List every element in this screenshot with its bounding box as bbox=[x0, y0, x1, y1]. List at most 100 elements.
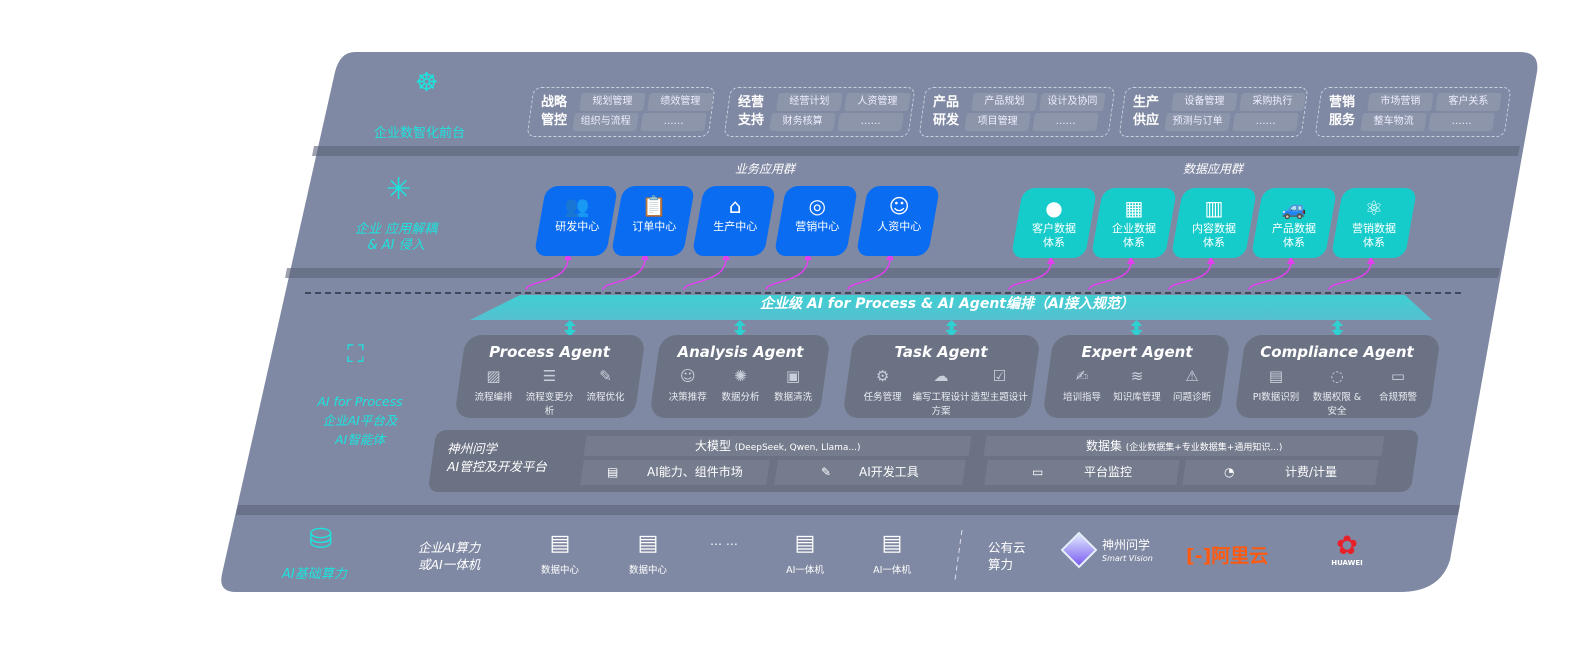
user-icon: ● bbox=[1045, 196, 1063, 220]
building-icon: ▦ bbox=[1124, 196, 1144, 220]
enterprise-compute-2: 或AI一体机 bbox=[418, 557, 481, 572]
capability-icon: ✎ bbox=[599, 367, 612, 385]
agent-capability[interactable]: ▣ 数据清洗 bbox=[767, 367, 819, 403]
capability-icon: ▤ bbox=[1268, 367, 1284, 385]
tag-item[interactable]: 组织与流程 bbox=[572, 113, 639, 131]
agent-capability[interactable]: ☺ 决策推荐 bbox=[662, 367, 714, 403]
server-icon: ▤ bbox=[549, 531, 571, 556]
arrow-head bbox=[1127, 256, 1135, 264]
tag-item[interactable]: 产品规划 bbox=[971, 93, 1038, 111]
agent-card[interactable]: Process Agent ▨ 流程编排 ☰ 流程变更分析 ✎ 流程优化 bbox=[454, 335, 646, 418]
agent-card[interactable]: Task Agent ⚙ 任务管理 ☁ 编写工程设计方案 ☑ 造型主题设计 bbox=[842, 335, 1041, 418]
front-group: 生产 供应 设备管理 采购执行 预测与订单…… bbox=[1118, 87, 1309, 137]
tag-item[interactable]: …… bbox=[1428, 113, 1495, 131]
public-cloud-2: 算力 bbox=[988, 557, 1014, 572]
business-app-card[interactable]: ◎ 营销中心 bbox=[773, 186, 859, 256]
gauge-icon: ◔ bbox=[1224, 465, 1235, 479]
brain-icon: ☸ bbox=[415, 68, 439, 98]
capability-icon: ≋ bbox=[1130, 367, 1144, 385]
agent-capability[interactable]: ⚠ 问题诊断 bbox=[1165, 367, 1219, 403]
server-datacenter-1: ▤ 数据中心 bbox=[530, 531, 590, 577]
agent-capability[interactable]: ⚙ 任务管理 bbox=[854, 367, 912, 417]
agent-capability[interactable]: ▭ 合规预警 bbox=[1368, 367, 1428, 417]
tag-item[interactable]: 规划管理 bbox=[579, 93, 646, 111]
enterprise-compute-1: 企业AI算力 bbox=[418, 540, 481, 555]
link-arrow bbox=[683, 257, 727, 291]
huawei-logo: ✿ HUAWEI bbox=[1325, 533, 1369, 567]
agent-capability[interactable]: ◌ 数据权限 & 安全 bbox=[1307, 367, 1367, 417]
business-group-title: 业务应用群 bbox=[735, 162, 796, 176]
data-app-card[interactable]: ⚛ 营销数据 体系 bbox=[1330, 188, 1418, 258]
model-note: (DeepSeek, Qwen, Llama...) bbox=[734, 443, 861, 453]
database-icon: ⛁ bbox=[309, 522, 333, 555]
ai-label-1: AI for Process bbox=[317, 394, 403, 409]
capability-icon: ⚙ bbox=[875, 367, 890, 385]
ai-orchestration-band bbox=[470, 295, 1432, 320]
tag-item[interactable]: …… bbox=[640, 113, 707, 131]
arrow-head bbox=[1047, 256, 1055, 264]
agent-capability[interactable]: ✍ 培训指导 bbox=[1055, 367, 1109, 403]
link-arrow bbox=[1168, 261, 1212, 291]
tag-item[interactable]: 预测与订单 bbox=[1164, 113, 1231, 131]
agent-capability[interactable]: ☰ 流程变更分析 bbox=[522, 367, 577, 417]
tool-label: AI开发工具 bbox=[859, 465, 919, 479]
tag-item[interactable]: …… bbox=[1032, 113, 1099, 131]
tag-item[interactable]: …… bbox=[1232, 113, 1299, 131]
agent-capability[interactable]: ☑ 造型主题设计 bbox=[970, 367, 1028, 403]
bidirectional-arrow bbox=[945, 320, 958, 337]
tag-item[interactable]: 经营计划 bbox=[776, 93, 843, 111]
data-app-card[interactable]: ● 客户数据 体系 bbox=[1010, 188, 1098, 258]
molecule-icon: ✳ bbox=[386, 172, 412, 207]
agent-capability[interactable]: ☁ 编写工程设计方案 bbox=[912, 367, 970, 417]
tag-item[interactable]: 市场营销 bbox=[1367, 93, 1434, 111]
tag-item[interactable]: 绩效管理 bbox=[647, 93, 714, 111]
tag-item[interactable]: 采购执行 bbox=[1239, 93, 1306, 111]
bidirectional-arrow bbox=[1331, 320, 1344, 337]
agent-card[interactable]: Expert Agent ✍ 培训指导 ≋ 知识库管理 ⚠ 问题诊断 bbox=[1042, 335, 1231, 418]
capability-icon: ▨ bbox=[486, 367, 501, 385]
arrow-head bbox=[886, 252, 894, 260]
business-app-card[interactable]: ⌂ 生产中心 bbox=[691, 186, 777, 256]
link-arrow bbox=[1008, 261, 1052, 291]
tag-item[interactable]: 财务核算 bbox=[769, 113, 836, 131]
tool-monitor[interactable]: ▭ 平台监控 bbox=[984, 460, 1180, 485]
data-app-card[interactable]: ▥ 内容数据 体系 bbox=[1170, 188, 1258, 258]
tag-item[interactable]: 设计及协同 bbox=[1039, 93, 1106, 111]
dev-tool-icon: ✎ bbox=[821, 465, 832, 479]
link-arrow bbox=[847, 257, 891, 291]
tag-item[interactable]: 项目管理 bbox=[964, 113, 1031, 131]
tag-item[interactable]: 设备管理 bbox=[1171, 93, 1238, 111]
arrow-head bbox=[1367, 256, 1375, 264]
agent-card[interactable]: Compliance Agent ▤ PI数据识别 ◌ 数据权限 & 安全 ▭ 合规预警 bbox=[1234, 335, 1441, 418]
capability-icon: ✺ bbox=[734, 367, 747, 385]
agent-capability[interactable]: ✎ 流程优化 bbox=[578, 367, 633, 417]
agent-capability[interactable]: ▨ 流程编排 bbox=[466, 367, 521, 417]
business-app-card[interactable]: 📋 订单中心 bbox=[610, 186, 696, 256]
data-app-card[interactable]: ▦ 企业数据 体系 bbox=[1090, 188, 1178, 258]
band-label: 企业级 AI for Process & AI Agent编排（AI接入规范） bbox=[760, 296, 1135, 312]
tag-item[interactable]: 客户关系 bbox=[1435, 93, 1502, 111]
arrow-head bbox=[722, 252, 730, 260]
data-group-title: 数据应用群 bbox=[1183, 162, 1244, 176]
business-app-card[interactable]: ☺ 人资中心 bbox=[855, 186, 941, 256]
agent-capability[interactable]: ≋ 知识库管理 bbox=[1110, 367, 1164, 403]
agent-card[interactable]: Analysis Agent ☺ 决策推荐 ✺ 数据分析 ▣ 数据清洗 bbox=[649, 335, 831, 418]
agent-capability[interactable]: ▤ PI数据识别 bbox=[1246, 367, 1306, 417]
tag-item[interactable]: 人资管理 bbox=[844, 93, 911, 111]
data-app-card[interactable]: 🚙 产品数据 体系 bbox=[1250, 188, 1338, 258]
tag-item[interactable]: …… bbox=[837, 113, 904, 131]
tool-billing[interactable]: ◔ 计费/计量 bbox=[1182, 460, 1379, 485]
arrow-head bbox=[1207, 256, 1215, 264]
market-icon: ▤ bbox=[607, 465, 619, 479]
tool-label: 平台监控 bbox=[1083, 465, 1132, 479]
group-title: 产品 研发 bbox=[933, 95, 960, 128]
agent-capability[interactable]: ✺ 数据分析 bbox=[714, 367, 766, 403]
front-group: 经营 支持 经营计划 人资管理 财务核算…… bbox=[723, 87, 916, 137]
business-app-card[interactable]: 👥 研发中心 bbox=[533, 186, 619, 256]
tool-dev-tools[interactable]: ✎ AI开发工具 bbox=[774, 460, 966, 485]
tag-item[interactable]: 整车物流 bbox=[1360, 113, 1427, 131]
tool-component-market[interactable]: ▤ AI能力、组件市场 bbox=[580, 460, 770, 485]
arrow-head bbox=[804, 252, 812, 260]
arrow-head bbox=[1287, 256, 1295, 264]
bidirectional-arrow bbox=[564, 320, 576, 337]
